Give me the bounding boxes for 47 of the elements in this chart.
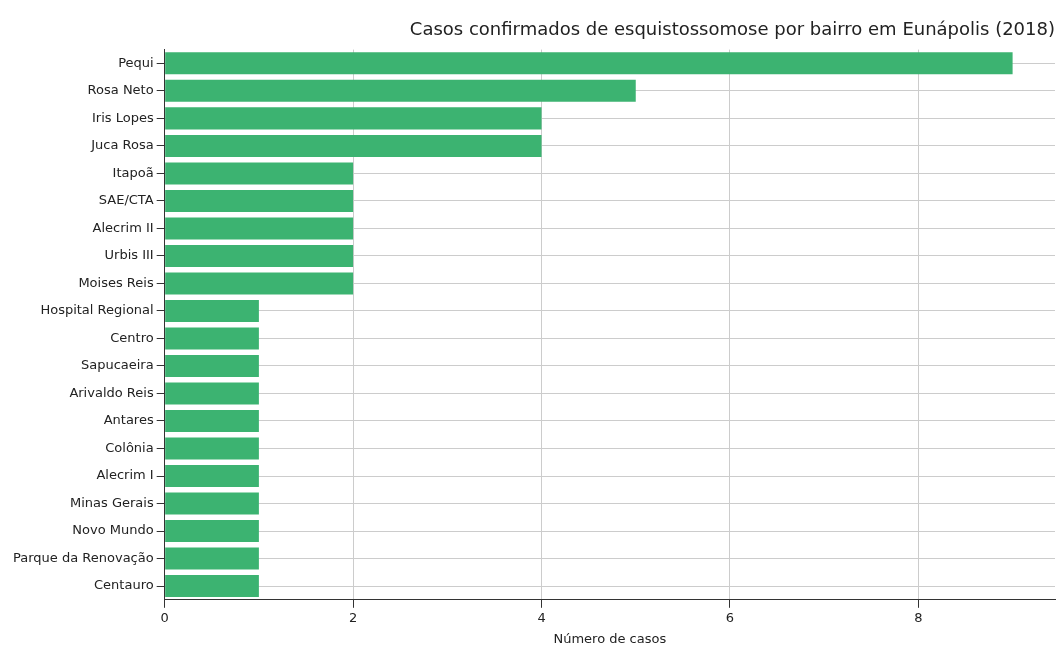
y-tick-label: Centauro xyxy=(94,577,154,593)
y-tick-label: Urbis III xyxy=(104,247,154,263)
y-tick-label: Minas Gerais xyxy=(69,494,154,510)
chart-title: Casos confirmados de esquistossomose por bairro em Eunápolis (2018) xyxy=(409,18,1055,40)
bar xyxy=(165,107,542,130)
bar xyxy=(165,382,259,405)
y-tick-label: Hospital Regional xyxy=(40,302,154,318)
bar xyxy=(165,162,354,185)
y-tick-label: SAE/CTA xyxy=(98,192,154,208)
y-tick-label: Centro xyxy=(110,329,154,345)
bar xyxy=(165,354,259,377)
y-tick-label: Rosa Neto xyxy=(87,82,154,98)
x-tick-label: 6 xyxy=(725,609,735,625)
y-tick-label: Moises Reis xyxy=(78,274,154,290)
y-tick-label: Arivaldo Reis xyxy=(69,384,154,400)
bar xyxy=(165,272,354,295)
bar xyxy=(165,244,354,267)
bar xyxy=(165,437,259,460)
bar xyxy=(165,409,259,432)
bar xyxy=(165,189,354,212)
bar xyxy=(165,327,259,350)
bar xyxy=(165,465,259,488)
y-tick-label: Itapoã xyxy=(112,164,154,180)
y-tick-label: Iris Lopes xyxy=(91,109,154,125)
bar xyxy=(165,492,259,515)
x-tick-label: 0 xyxy=(160,609,169,625)
y-tick-label: Antares xyxy=(103,412,154,428)
bar xyxy=(165,547,259,570)
bar xyxy=(165,299,259,322)
bar xyxy=(165,134,542,157)
bar xyxy=(165,52,1013,75)
bar xyxy=(165,575,259,598)
bar xyxy=(165,79,636,102)
x-axis-title: Número de casos xyxy=(553,630,667,646)
y-tick-label: Colônia xyxy=(105,439,154,455)
y-tick-label: Parque da Renovação xyxy=(12,549,154,565)
y-tick-label: Sapucaeira xyxy=(80,357,154,373)
y-tick-label: Pequi xyxy=(118,54,154,70)
x-tick-label: 2 xyxy=(348,609,358,625)
bar xyxy=(165,217,354,240)
y-tick-label: Novo Mundo xyxy=(72,522,154,538)
y-tick-label: Juca Rosa xyxy=(90,137,154,153)
x-tick-label: 8 xyxy=(914,609,923,625)
bar xyxy=(165,520,259,543)
y-tick-label: Alecrim I xyxy=(96,467,154,483)
x-tick-label: 4 xyxy=(537,609,546,625)
y-tick-label: Alecrim II xyxy=(92,219,154,235)
